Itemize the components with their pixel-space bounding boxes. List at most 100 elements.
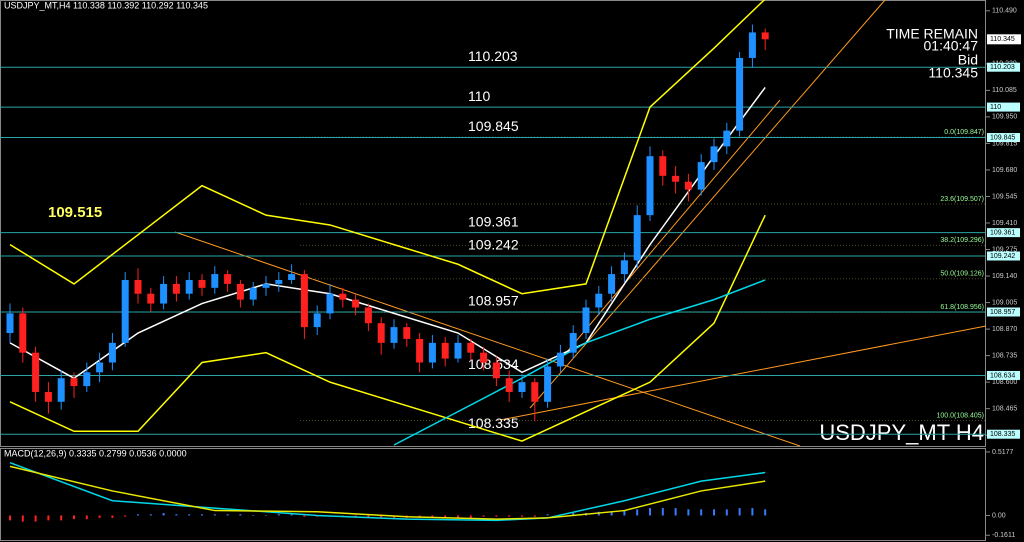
level-label: 110.203 (468, 48, 518, 64)
candle-body (352, 299, 360, 308)
y-tick-label: 110.490 (992, 8, 1017, 15)
overlay-line (9, 86, 766, 380)
macd-bar (457, 515, 459, 518)
macd-y-tick-label: 0.00 (992, 512, 1006, 519)
level-tag (987, 429, 1020, 439)
macd-bar (764, 509, 767, 516)
candle-body (300, 274, 308, 328)
y-tick-label: 109.680 (992, 167, 1017, 174)
y-tick-label: 108.600 (992, 379, 1017, 386)
fib-label: 100.0(108.405) (937, 412, 984, 419)
candle-body (684, 181, 692, 190)
trend-line (529, 0, 886, 409)
macd-bar (725, 509, 728, 516)
macd-bar (124, 515, 127, 517)
candle-body (697, 162, 705, 190)
candle-body (6, 313, 14, 334)
candle-body (57, 378, 65, 402)
level-label: 109.845 (468, 118, 519, 134)
macd-bar (610, 511, 613, 516)
bid: 110.345 (928, 65, 978, 81)
macd-bar (751, 508, 754, 516)
level-tag-label: 110 (990, 104, 1001, 111)
macd-bar (21, 515, 24, 522)
level-label: 109.361 (468, 213, 519, 229)
macd-bar (687, 509, 690, 516)
candle-body (480, 352, 488, 363)
candle-body (556, 352, 564, 367)
candle-body (761, 32, 769, 40)
highlight-price: 109.515 (48, 204, 102, 221)
overlay-line (9, 214, 766, 442)
level-label: 110 (468, 88, 491, 104)
overlay-line (9, 0, 766, 295)
macd-bar (277, 514, 280, 516)
watermark: USDJPY_MT H4 (819, 420, 984, 445)
candle-body (595, 293, 603, 308)
level-tag (987, 62, 1020, 72)
candle-body (659, 156, 667, 176)
macd-bar (482, 515, 485, 517)
candle-body (428, 342, 436, 363)
candle-body (416, 338, 424, 363)
candle-body (224, 274, 232, 284)
trend-line (559, 99, 781, 361)
candle-body (313, 313, 321, 328)
macd-line (9, 465, 766, 520)
level-label: 108.335 (468, 415, 519, 431)
candle-body (211, 274, 219, 288)
overlay-line (393, 279, 766, 446)
level-tag (987, 133, 1020, 143)
candle-body (569, 333, 577, 353)
time-remain: 01:40:47 (924, 38, 979, 54)
macd-bar (649, 508, 651, 516)
macd-bar (674, 508, 677, 516)
macd-bar (226, 514, 229, 516)
candle-body (108, 342, 116, 363)
macd-line (9, 462, 766, 522)
macd-bar (149, 514, 152, 516)
fib-label: 38.2(109.296) (940, 237, 984, 244)
candle-body (723, 130, 731, 147)
bid-tag-label: 110.345 (990, 36, 1015, 43)
trend-line (499, 325, 987, 421)
candle-body (121, 279, 129, 343)
level-tag (987, 251, 1020, 261)
macd-bar (188, 514, 191, 516)
candle-body (377, 323, 385, 343)
candle-body (249, 287, 257, 300)
macd-bar (623, 510, 626, 516)
fib-label: 50.0(109.126) (940, 271, 984, 278)
y-tick-label: 109.545 (992, 193, 1017, 200)
candle-body (620, 260, 628, 275)
level-tag-label: 109.361 (990, 229, 1015, 236)
bid-tag (987, 34, 1021, 45)
macd-bar (521, 515, 523, 517)
macd-bar (34, 515, 37, 522)
level-tag (987, 370, 1020, 380)
candle-body (492, 362, 500, 379)
macd-panel (0, 448, 986, 541)
macd-bar (9, 515, 11, 521)
candle-body (172, 283, 180, 294)
y-tick-label: 109.410 (992, 220, 1017, 227)
candle-body (262, 283, 270, 288)
level-tag-label: 108.634 (990, 372, 1015, 379)
candle-body (160, 283, 168, 304)
main-panel (0, 0, 986, 447)
macd-bar (495, 515, 498, 517)
level-tag-label: 108.335 (990, 431, 1015, 438)
y-tick-label: 109.140 (992, 273, 1017, 280)
macd-bar (367, 515, 370, 518)
fib-label: 61.8(108.956) (940, 304, 984, 311)
y-tick-label: 108.735 (992, 352, 1017, 359)
macd-bar (700, 509, 703, 516)
candle-body (505, 378, 513, 392)
candle-body (467, 342, 475, 353)
candle-body (19, 313, 27, 353)
macd-y-tick-label: -0.1611 (992, 532, 1015, 539)
level-tag-label: 109.845 (990, 134, 1015, 141)
macd-bar (85, 515, 88, 520)
